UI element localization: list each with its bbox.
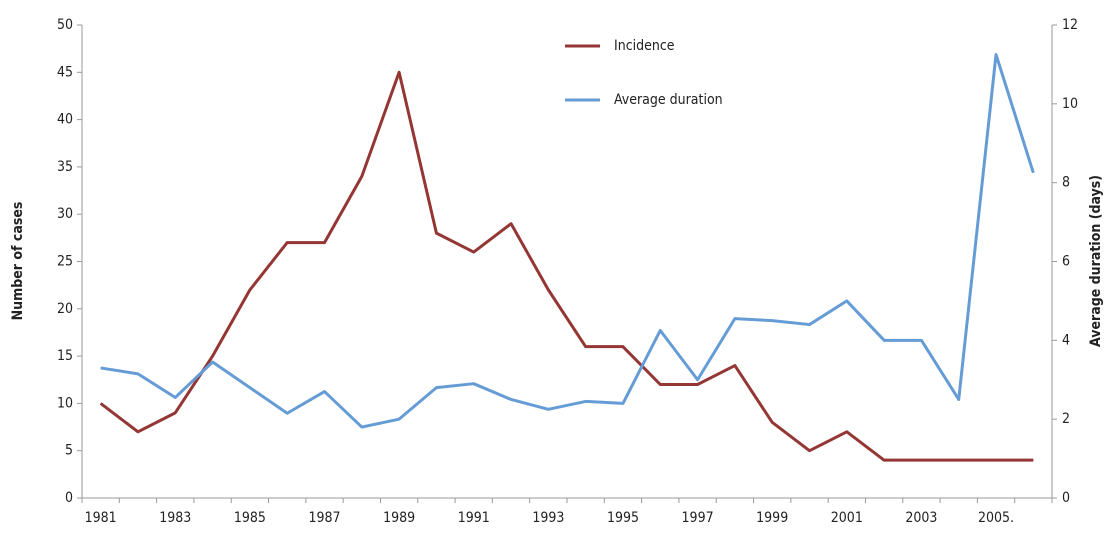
x-tick-label: 1989 xyxy=(383,510,415,526)
y2-tick-label: 12 xyxy=(1062,17,1078,33)
y-tick-label: 40 xyxy=(57,112,73,128)
y2-tick-label: 8 xyxy=(1062,175,1070,191)
x-tick-label: 1991 xyxy=(458,510,490,526)
y-tick-label: 30 xyxy=(57,206,73,222)
y-tick-label: 0 xyxy=(65,490,73,506)
x-tick-label: 1987 xyxy=(308,510,340,526)
y-tick-label: 10 xyxy=(57,395,73,411)
x-tick-label: 1993 xyxy=(532,510,564,526)
x-tick-label: 2003 xyxy=(905,510,937,526)
y2-axis-label: Average duration (days) xyxy=(1088,175,1104,347)
x-tick-label: 2005. xyxy=(978,510,1014,526)
legend-label: Incidence xyxy=(614,38,675,54)
y-tick-label: 5 xyxy=(65,443,73,459)
y-axis-label: Number of cases xyxy=(10,202,26,321)
x-tick-label: 1997 xyxy=(682,510,714,526)
y-tick-label: 35 xyxy=(57,159,73,175)
x-tick-label: 1981 xyxy=(85,510,117,526)
y-tick-label: 50 xyxy=(57,17,73,33)
x-tick-label: 1999 xyxy=(756,510,788,526)
series-line xyxy=(100,53,1035,429)
y2-tick-label: 2 xyxy=(1062,411,1070,427)
x-tick-label: 1983 xyxy=(159,510,191,526)
y-tick-label: 25 xyxy=(57,254,73,270)
y2-tick-label: 0 xyxy=(1062,490,1070,506)
x-tick-label: 2001 xyxy=(831,510,863,526)
y2-tick-label: 10 xyxy=(1062,96,1078,112)
y-tick-label: 45 xyxy=(57,64,73,80)
y-tick-label: 20 xyxy=(57,301,73,317)
x-tick-label: 1995 xyxy=(607,510,639,526)
x-tick-label: 1985 xyxy=(234,510,266,526)
series-line xyxy=(99,70,1034,462)
y2-tick-label: 6 xyxy=(1062,254,1070,270)
y2-tick-label: 4 xyxy=(1062,332,1070,348)
legend-label: Average duration xyxy=(614,92,723,108)
y-tick-label: 15 xyxy=(57,348,73,364)
